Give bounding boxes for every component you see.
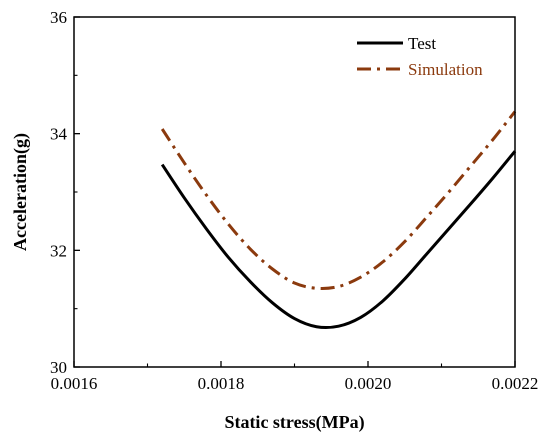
legend: Test Simulation bbox=[357, 34, 483, 79]
y-tick-label: 34 bbox=[50, 125, 68, 144]
series-line-test bbox=[160, 150, 517, 330]
x-tick-label: 0.0020 bbox=[345, 374, 392, 393]
x-tick-label: 0.0018 bbox=[198, 374, 245, 393]
y-tick-label: 32 bbox=[50, 241, 67, 260]
axis-ticks bbox=[73, 16, 516, 368]
x-axis-title: Static stress(MPa) bbox=[224, 412, 364, 433]
x-axis-tick-labels: 0.0016 0.0018 0.0020 0.0022 bbox=[51, 374, 539, 393]
y-tick-label: 36 bbox=[50, 8, 67, 27]
y-axis-title: Acceleration(g) bbox=[10, 133, 31, 251]
x-tick-label: 0.0022 bbox=[492, 374, 539, 393]
legend-label-test: Test bbox=[408, 34, 436, 53]
plot-area bbox=[160, 110, 517, 330]
y-axis-tick-labels: 30 32 34 36 bbox=[50, 8, 68, 377]
y-tick-label: 30 bbox=[50, 358, 67, 377]
legend-label-simulation: Simulation bbox=[408, 60, 483, 79]
x-tick-label: 0.0016 bbox=[51, 374, 98, 393]
series-line-simulation bbox=[160, 110, 517, 290]
